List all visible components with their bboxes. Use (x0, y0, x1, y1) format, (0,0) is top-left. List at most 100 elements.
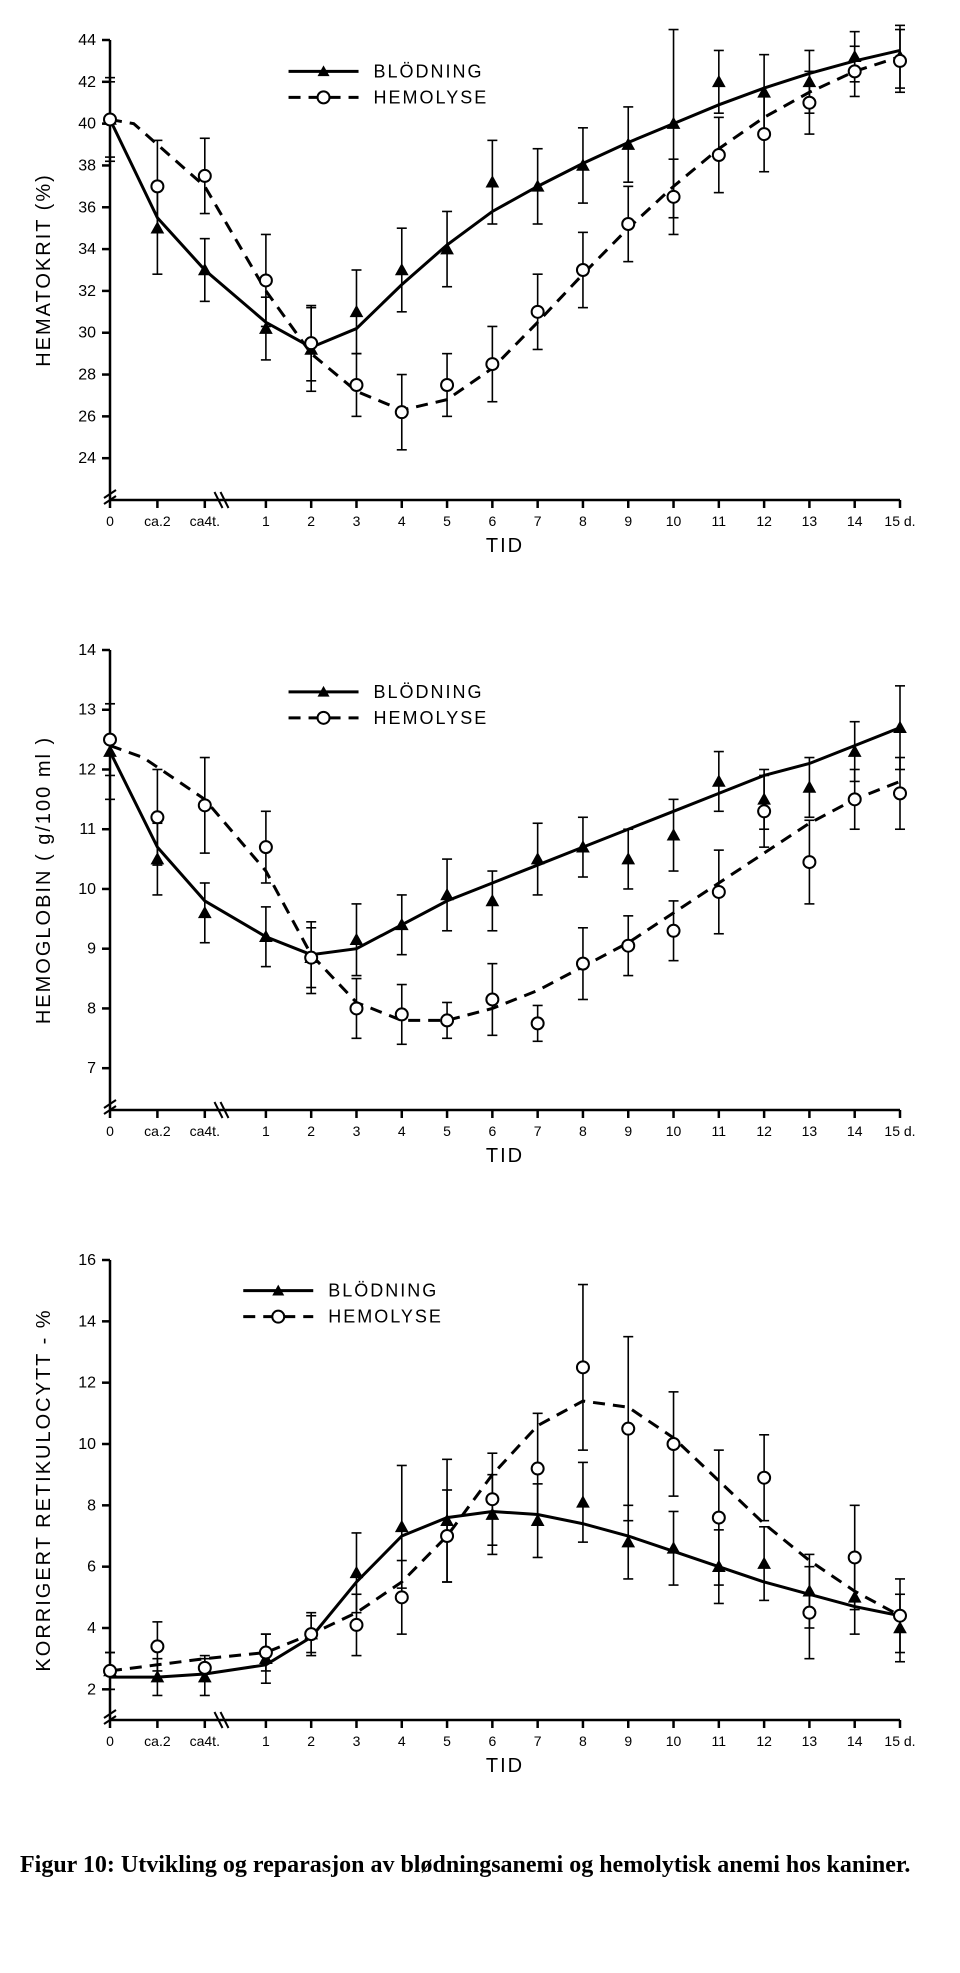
svg-text:10: 10 (666, 1123, 682, 1139)
svg-text:4: 4 (398, 1733, 406, 1749)
svg-text:ca4t.: ca4t. (190, 1123, 220, 1139)
svg-text:KORRIGERT RETIKULOCYTT - %: KORRIGERT RETIKULOCYTT - % (33, 1308, 55, 1671)
svg-text:7: 7 (87, 1060, 96, 1077)
svg-text:BLÖDNING: BLÖDNING (328, 1281, 438, 1301)
svg-text:4: 4 (398, 1123, 406, 1139)
svg-text:28: 28 (78, 367, 96, 384)
svg-text:4: 4 (87, 1620, 96, 1637)
svg-text:HEMOLYSE: HEMOLYSE (328, 1307, 443, 1327)
svg-text:2: 2 (307, 1733, 315, 1749)
panel-1: 78910111213140ca.2ca4t.12345678910111213… (20, 630, 940, 1190)
svg-text:12: 12 (756, 513, 772, 529)
svg-text:BLÖDNING: BLÖDNING (374, 61, 484, 81)
svg-text:HEMOLYSE: HEMOLYSE (374, 708, 489, 728)
svg-text:38: 38 (78, 157, 96, 174)
svg-text:8: 8 (579, 1123, 587, 1139)
svg-text:13: 13 (802, 1123, 818, 1139)
chart-panels: 24262830323436384042440ca.2ca4t.12345678… (20, 20, 940, 1800)
svg-text:9: 9 (624, 513, 632, 529)
svg-text:3: 3 (353, 1733, 361, 1749)
chart-panel-0: 24262830323436384042440ca.2ca4t.12345678… (20, 20, 920, 580)
svg-text:2: 2 (307, 1123, 315, 1139)
svg-text:HEMOLYSE: HEMOLYSE (374, 87, 489, 107)
svg-text:0: 0 (106, 1733, 114, 1749)
svg-text:14: 14 (78, 1313, 96, 1330)
svg-text:5: 5 (443, 513, 451, 529)
svg-text:3: 3 (353, 1123, 361, 1139)
svg-text:7: 7 (534, 1123, 542, 1139)
svg-text:42: 42 (78, 74, 96, 91)
svg-text:5: 5 (443, 1123, 451, 1139)
svg-text:ca.2: ca.2 (144, 513, 171, 529)
svg-text:ca.2: ca.2 (144, 1123, 171, 1139)
svg-text:16: 16 (78, 1252, 96, 1269)
svg-text:10: 10 (666, 513, 682, 529)
svg-text:6: 6 (87, 1559, 96, 1576)
svg-text:6: 6 (488, 1733, 496, 1749)
svg-text:1: 1 (262, 513, 270, 529)
svg-text:14: 14 (847, 1733, 863, 1749)
svg-text:1: 1 (262, 1123, 270, 1139)
panel-0: 24262830323436384042440ca.2ca4t.12345678… (20, 20, 940, 580)
svg-text:8: 8 (579, 513, 587, 529)
svg-text:26: 26 (78, 408, 96, 425)
svg-text:15 d.: 15 d. (884, 513, 915, 529)
chart-panel-2: 2468101214160ca.2ca4t.123456789101112131… (20, 1240, 920, 1800)
svg-text:34: 34 (78, 241, 96, 258)
svg-text:13: 13 (802, 1733, 818, 1749)
svg-text:12: 12 (756, 1123, 772, 1139)
svg-text:44: 44 (78, 32, 96, 49)
svg-text:7: 7 (534, 513, 542, 529)
svg-text:TID: TID (486, 535, 524, 557)
svg-text:4: 4 (398, 513, 406, 529)
svg-text:9: 9 (624, 1123, 632, 1139)
figure-container: 24262830323436384042440ca.2ca4t.12345678… (20, 20, 940, 1881)
svg-text:14: 14 (847, 1123, 863, 1139)
svg-text:13: 13 (802, 513, 818, 529)
svg-text:10: 10 (666, 1733, 682, 1749)
svg-text:8: 8 (87, 1497, 96, 1514)
svg-text:0: 0 (106, 1123, 114, 1139)
svg-text:TID: TID (486, 1145, 524, 1167)
svg-text:12: 12 (756, 1733, 772, 1749)
svg-text:14: 14 (78, 642, 96, 659)
svg-text:ca4t.: ca4t. (190, 513, 220, 529)
svg-text:HEMOGLOBIN ( g/100 ml ): HEMOGLOBIN ( g/100 ml ) (33, 736, 55, 1024)
svg-text:24: 24 (78, 450, 96, 467)
svg-text:30: 30 (78, 325, 96, 342)
panel-2: 2468101214160ca.2ca4t.123456789101112131… (20, 1240, 940, 1800)
svg-text:36: 36 (78, 199, 96, 216)
svg-text:ca4t.: ca4t. (190, 1733, 220, 1749)
svg-text:2: 2 (307, 513, 315, 529)
svg-text:15 d.: 15 d. (884, 1123, 915, 1139)
svg-text:11: 11 (712, 513, 727, 529)
svg-text:BLÖDNING: BLÖDNING (374, 682, 484, 702)
svg-text:HEMATOKRIT (%): HEMATOKRIT (%) (33, 173, 55, 367)
svg-text:TID: TID (486, 1755, 524, 1777)
svg-text:10: 10 (78, 1436, 96, 1453)
chart-panel-1: 78910111213140ca.2ca4t.12345678910111213… (20, 630, 920, 1190)
svg-text:9: 9 (87, 941, 96, 958)
svg-text:8: 8 (87, 1000, 96, 1017)
svg-text:12: 12 (78, 761, 96, 778)
svg-text:10: 10 (78, 881, 96, 898)
svg-text:6: 6 (488, 1123, 496, 1139)
svg-text:2: 2 (87, 1681, 96, 1698)
svg-text:5: 5 (443, 1733, 451, 1749)
svg-text:12: 12 (78, 1375, 96, 1392)
svg-text:8: 8 (579, 1733, 587, 1749)
svg-text:0: 0 (106, 513, 114, 529)
svg-text:6: 6 (488, 513, 496, 529)
svg-text:32: 32 (78, 283, 96, 300)
svg-text:11: 11 (712, 1733, 727, 1749)
svg-text:3: 3 (353, 513, 361, 529)
svg-text:40: 40 (78, 116, 96, 133)
svg-text:7: 7 (534, 1733, 542, 1749)
svg-text:11: 11 (79, 821, 96, 838)
svg-text:9: 9 (624, 1733, 632, 1749)
svg-text:13: 13 (78, 702, 96, 719)
svg-text:11: 11 (712, 1123, 727, 1139)
figure-caption: Figur 10: Utvikling og reparasjon av blø… (20, 1850, 940, 1881)
svg-text:15 d.: 15 d. (884, 1733, 915, 1749)
svg-text:14: 14 (847, 513, 863, 529)
